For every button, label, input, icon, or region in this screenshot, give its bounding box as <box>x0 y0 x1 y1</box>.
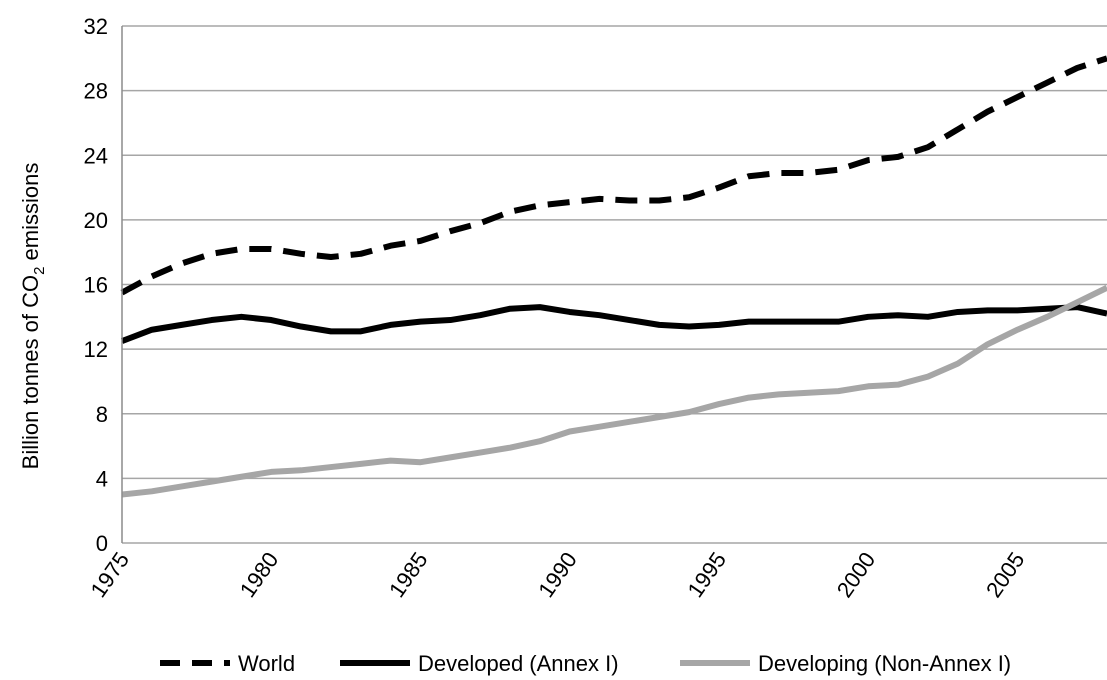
x-tick-label: 1975 <box>86 548 135 602</box>
x-tick-label: 1980 <box>235 548 284 602</box>
y-tick-label: 12 <box>84 337 108 362</box>
y-tick-label: 4 <box>96 466 108 491</box>
series-layer <box>120 55 1107 498</box>
y-axis-title: Billion tonnes of CO2 emissions <box>18 163 48 470</box>
legend: World Developed (Annex I) Developing (Non-… <box>160 651 1011 676</box>
y-tick-label: 32 <box>84 14 108 39</box>
x-tick-label: 1985 <box>384 548 433 602</box>
y-axis-title-main: Billion tonnes of CO <box>18 275 43 469</box>
legend-label: World <box>238 651 295 676</box>
y-tick-label: 20 <box>84 208 108 233</box>
x-tick-labels: 1975 1980 1985 1990 1995 2000 2005 <box>86 548 1030 602</box>
y-tick-label: 16 <box>84 273 108 298</box>
x-tick-label: 1995 <box>683 548 732 602</box>
y-tick-label: 24 <box>84 143 108 168</box>
x-tick-label: 1990 <box>533 548 582 602</box>
series-line-0 <box>120 55 1107 296</box>
series-line-1 <box>120 304 1107 344</box>
legend-item: World <box>160 651 295 676</box>
y-tick-labels: 0 4 8 12 16 20 24 28 32 <box>84 14 108 556</box>
y-axis-title-subscript: 2 <box>31 267 48 275</box>
legend-label: Developing (Non-Annex I) <box>758 651 1011 676</box>
y-tick-label: 28 <box>84 79 108 104</box>
y-tick-label: 8 <box>96 402 108 427</box>
legend-label: Developed (Annex I) <box>418 651 619 676</box>
x-tick-label: 2005 <box>981 548 1030 602</box>
x-tick-label: 2000 <box>832 548 881 602</box>
series-line-2 <box>121 285 1107 498</box>
gridlines <box>122 25 1107 544</box>
y-tick-label: 0 <box>96 531 108 556</box>
y-axis-title-suffix: emissions <box>18 163 43 267</box>
legend-item: Developed (Annex I) <box>340 651 619 676</box>
legend-item: Developing (Non-Annex I) <box>680 651 1011 676</box>
